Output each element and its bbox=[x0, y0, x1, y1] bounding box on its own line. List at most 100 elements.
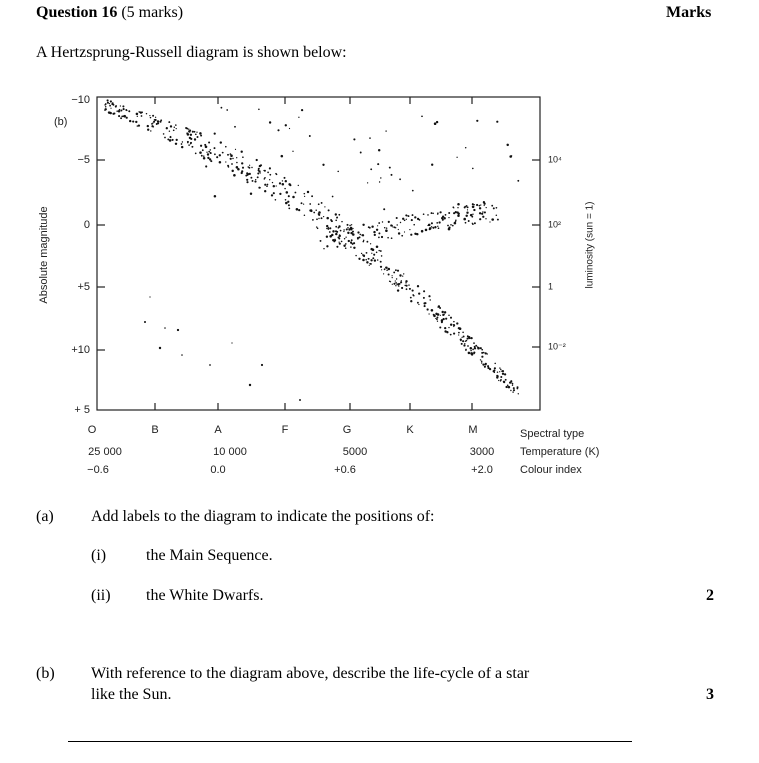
star-dot bbox=[158, 346, 162, 350]
star-dot bbox=[400, 280, 402, 282]
star-dot bbox=[327, 227, 330, 230]
star-dot bbox=[151, 122, 153, 125]
star-dot bbox=[362, 258, 365, 262]
star-dot bbox=[385, 266, 387, 269]
star-dot bbox=[429, 299, 431, 301]
star-dot bbox=[383, 268, 386, 271]
star-dot bbox=[483, 202, 486, 205]
star-dot bbox=[496, 376, 499, 379]
star-dot bbox=[202, 156, 206, 160]
star-dot bbox=[116, 110, 118, 112]
star-dot bbox=[413, 223, 416, 226]
star-dot bbox=[292, 150, 294, 152]
star-dot bbox=[395, 278, 398, 280]
star-dot bbox=[287, 200, 290, 203]
star-dot bbox=[484, 363, 487, 366]
star-dot bbox=[387, 273, 390, 276]
star-dot bbox=[473, 353, 475, 355]
star-dot bbox=[460, 339, 462, 342]
star-dot bbox=[436, 222, 439, 224]
luminosity-label: 10⁴ bbox=[548, 154, 562, 164]
star-dot bbox=[350, 224, 353, 226]
star-dot bbox=[396, 269, 400, 272]
star-dot bbox=[467, 351, 471, 355]
star-dot bbox=[173, 126, 176, 129]
star-dot bbox=[196, 131, 198, 133]
star-dot bbox=[444, 330, 447, 333]
star-dot bbox=[395, 285, 397, 287]
star-dot bbox=[355, 254, 357, 257]
star-dot bbox=[435, 120, 439, 124]
star-dot bbox=[164, 136, 166, 139]
star-dot bbox=[358, 236, 361, 239]
star-dot bbox=[465, 348, 467, 351]
star-dot bbox=[464, 146, 467, 149]
star-dot bbox=[378, 232, 381, 235]
star-dot bbox=[149, 116, 152, 119]
star-dot bbox=[387, 220, 390, 223]
star-dot bbox=[236, 161, 238, 164]
star-dot bbox=[319, 239, 322, 242]
star-dot bbox=[112, 112, 115, 115]
star-dot bbox=[269, 173, 272, 176]
star-dot bbox=[505, 385, 508, 389]
star-dot bbox=[270, 194, 274, 197]
star-dot bbox=[500, 375, 503, 379]
star-dot bbox=[194, 152, 197, 155]
star-dot bbox=[349, 224, 351, 227]
star-dot bbox=[506, 384, 509, 387]
star-dot bbox=[471, 205, 475, 209]
star-dot bbox=[428, 227, 432, 230]
star-dot bbox=[257, 172, 260, 175]
star-dot bbox=[227, 153, 229, 156]
star-dot bbox=[209, 149, 212, 151]
item-label: (ii) bbox=[91, 587, 111, 604]
y-axis-title: Absolute magnitude bbox=[38, 206, 50, 303]
star-dot bbox=[408, 284, 410, 286]
star-dot bbox=[416, 217, 420, 221]
star-dot bbox=[369, 243, 372, 245]
star-dot bbox=[394, 280, 396, 282]
part-b-label: (b) bbox=[36, 665, 55, 682]
star-dot bbox=[466, 211, 469, 214]
star-dot bbox=[510, 155, 513, 157]
luminosity-label: 10⁻² bbox=[548, 341, 566, 351]
star-dot bbox=[260, 363, 264, 367]
star-dot bbox=[150, 130, 152, 132]
star-dot bbox=[356, 236, 359, 240]
star-dot bbox=[450, 224, 452, 226]
star-dot bbox=[444, 214, 447, 216]
star-dot bbox=[441, 310, 444, 314]
star-dot bbox=[403, 231, 406, 233]
star-dot bbox=[269, 179, 271, 181]
star-dot bbox=[392, 226, 394, 228]
star-dot bbox=[453, 324, 456, 327]
part-a-text: Add labels to the diagram to indicate th… bbox=[91, 508, 435, 525]
star-dot bbox=[482, 351, 485, 354]
star-dot bbox=[457, 212, 460, 215]
star-dot bbox=[284, 187, 286, 190]
star-dot bbox=[409, 228, 411, 231]
star-dot bbox=[250, 176, 253, 179]
y-label: 0 bbox=[84, 219, 90, 231]
star-dot bbox=[507, 385, 511, 389]
star-dot bbox=[383, 227, 386, 229]
star-dot bbox=[371, 252, 373, 254]
star-dot bbox=[106, 99, 109, 102]
item-text: the Main Sequence. bbox=[146, 547, 273, 564]
star-dot bbox=[348, 228, 351, 231]
star-dot bbox=[398, 285, 400, 287]
star-dot bbox=[379, 260, 382, 263]
star-dot bbox=[471, 203, 474, 206]
y-label: +10 bbox=[71, 344, 90, 356]
star-dot bbox=[502, 380, 506, 384]
temperature: 10 000 bbox=[213, 446, 247, 458]
star-dot bbox=[516, 387, 519, 390]
intro: A Hertzsprung-Russell diagram is shown b… bbox=[36, 44, 347, 61]
star-dot bbox=[246, 172, 249, 175]
star-dot bbox=[359, 151, 362, 154]
star-dot bbox=[366, 240, 369, 243]
star-dot bbox=[167, 138, 170, 141]
star-dot bbox=[470, 336, 473, 340]
